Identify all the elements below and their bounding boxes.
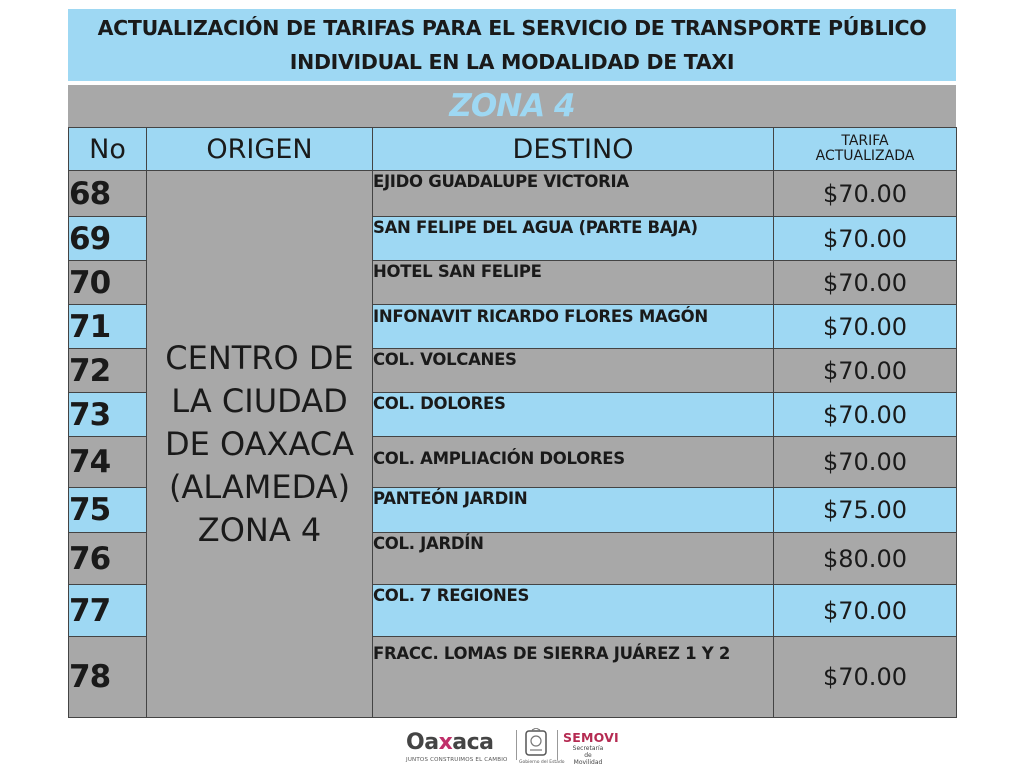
tarifas-table: No ORIGEN DESTINO TARIFA ACTUALIZADA 68 … [68, 127, 957, 718]
row-tarifa: $70.00 [773, 260, 957, 305]
table-row: 78 FRACC. LOMAS DE SIERRA JUÁREZ 1 Y 2 $… [68, 636, 957, 718]
row-destination: PANTEÓN JARDIN [372, 487, 774, 533]
row-number: 70 [68, 260, 147, 305]
row-tarifa: $70.00 [773, 348, 957, 393]
row-number: 75 [68, 487, 147, 533]
row-destination: HOTEL SAN FELIPE [372, 260, 774, 305]
footer-logos: Oaxaca JUNTOS CONSTRUIMOS EL CAMBIO Gobi… [400, 726, 640, 766]
row-tarifa: $75.00 [773, 487, 957, 533]
header-destination: DESTINO [372, 127, 774, 171]
zone-label: ZONA 4 [68, 85, 956, 127]
origin-line-5: ZONA 4 [197, 510, 322, 549]
row-destination: COL. DOLORES [372, 392, 774, 437]
row-destination: FRACC. LOMAS DE SIERRA JUÁREZ 1 Y 2 [372, 636, 774, 718]
row-number: 71 [68, 304, 147, 349]
row-destination: INFONAVIT RICARDO FLORES MAGÓN [372, 304, 774, 349]
table-row: 75 PANTEÓN JARDIN $75.00 [68, 487, 957, 533]
row-destination: SAN FELIPE DEL AGUA (PARTE BAJA) [372, 216, 774, 261]
row-tarifa: $70.00 [773, 392, 957, 437]
row-tarifa: $70.00 [773, 216, 957, 261]
table-row: 71 INFONAVIT RICARDO FLORES MAGÓN $70.00 [68, 304, 957, 349]
header-tarifa-line-2: ACTUALIZADA [815, 148, 915, 164]
row-destination: COL. 7 REGIONES [372, 584, 774, 637]
table-row: 73 COL. DOLORES $70.00 [68, 392, 957, 437]
table-row: 68 CENTRO DE LA CIUDAD DE OAXACA (ALAMED… [68, 170, 957, 718]
table-row: 70 HOTEL SAN FELIPE $70.00 [68, 260, 957, 305]
table-row: 74 COL. AMPLIACIÓN DOLORES $70.00 [68, 436, 957, 488]
table-row: 76 COL. JARDÍN $80.00 [68, 532, 957, 585]
semovi-subtitle-line-2: Movilidad [573, 759, 603, 766]
header-origin: ORIGEN [146, 127, 373, 171]
row-number: 68 [68, 170, 147, 217]
oaxaca-tagline: JUNTOS CONSTRUIMOS EL CAMBIO [406, 757, 508, 763]
row-number: 74 [68, 436, 147, 488]
row-tarifa: $70.00 [773, 636, 957, 718]
header-tarifa-line-1: TARIFA [841, 133, 889, 149]
row-tarifa: $70.00 [773, 304, 957, 349]
semovi-logo: SEMOVI [563, 730, 619, 745]
shield-label: Gobierno del Estado [519, 760, 565, 765]
table-row: 69 SAN FELIPE DEL AGUA (PARTE BAJA) $70.… [68, 216, 957, 261]
row-destination: COL. VOLCANES [372, 348, 774, 393]
row-tarifa: $70.00 [773, 584, 957, 637]
origin-line-2: LA CIUDAD [171, 381, 348, 420]
oaxaca-logo-post: aca [452, 730, 494, 755]
row-number: 78 [68, 636, 147, 718]
origin-line-4: (ALAMEDA) [168, 467, 351, 506]
row-number: 69 [68, 216, 147, 261]
title-line-2: INDIVIDUAL EN LA MODALIDAD DE TAXI [289, 50, 735, 74]
row-tarifa: $70.00 [773, 170, 957, 217]
header-no: No [68, 127, 147, 171]
oaxaca-logo-x: x [438, 730, 453, 755]
header-tarifa: TARIFA ACTUALIZADA [773, 127, 957, 171]
origin-cell: CENTRO DE LA CIUDAD DE OAXACA (ALAMEDA) … [146, 170, 373, 718]
row-destination: COL. JARDÍN [372, 532, 774, 585]
state-shield-icon [525, 728, 547, 756]
row-destination: EJIDO GUADALUPE VICTORIA [372, 170, 774, 217]
row-number: 72 [68, 348, 147, 393]
footer-divider [516, 730, 517, 760]
origin-line-1: CENTRO DE [165, 338, 354, 377]
table-row: 77 COL. 7 REGIONES $70.00 [68, 584, 957, 637]
row-destination: COL. AMPLIACIÓN DOLORES [372, 436, 774, 488]
semovi-subtitle: Secretaría de Movilidad [568, 745, 608, 766]
row-tarifa: $80.00 [773, 532, 957, 585]
row-tarifa: $70.00 [773, 436, 957, 488]
table-header-row: No ORIGEN DESTINO TARIFA ACTUALIZADA [68, 127, 957, 171]
oaxaca-logo-pre: Oa [406, 730, 439, 755]
row-number: 73 [68, 392, 147, 437]
footer-divider [557, 730, 558, 760]
origin-line-3: DE OAXACA [164, 424, 355, 463]
document-title: ACTUALIZACIÓN DE TARIFAS PARA EL SERVICI… [68, 9, 956, 81]
row-number: 76 [68, 532, 147, 585]
oaxaca-logo: Oaxaca [406, 730, 494, 755]
row-number: 77 [68, 584, 147, 637]
semovi-subtitle-line-1: Secretaría de [572, 745, 604, 759]
title-line-1: ACTUALIZACIÓN DE TARIFAS PARA EL SERVICI… [97, 16, 927, 40]
